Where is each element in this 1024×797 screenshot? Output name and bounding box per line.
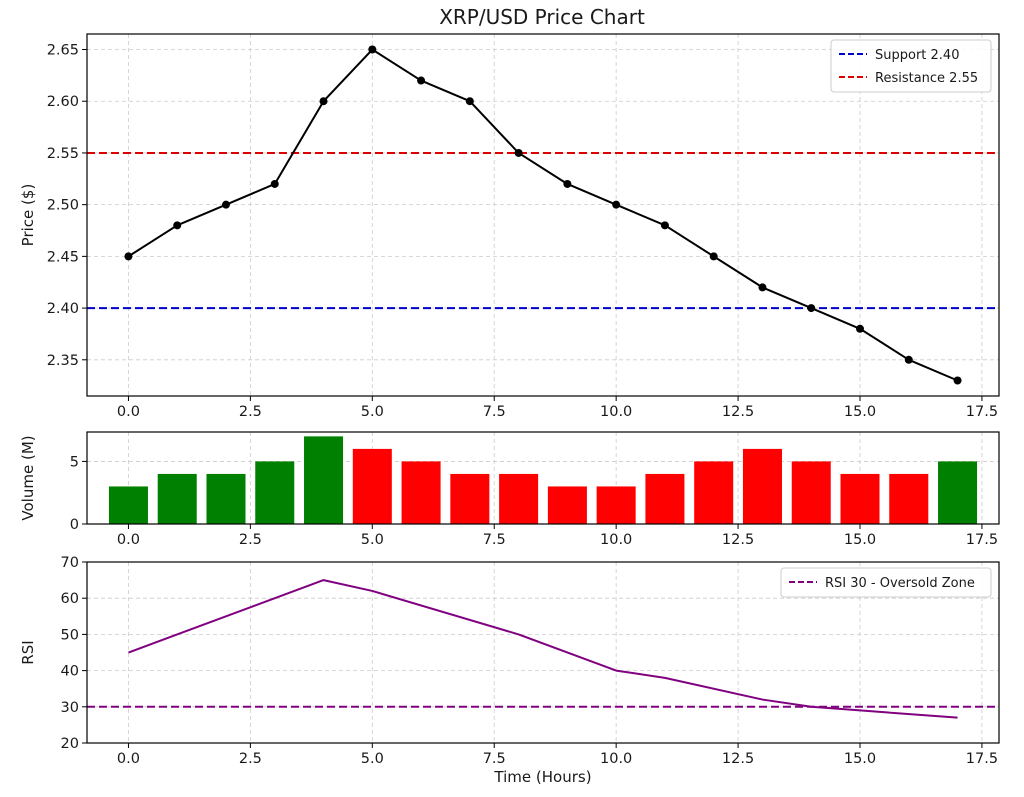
y-axis-label: RSI <box>19 640 37 664</box>
x-tick-label: 12.5 <box>722 751 754 767</box>
volume-bar <box>694 461 734 524</box>
data-point <box>904 355 913 364</box>
x-tick-label: 5.0 <box>361 532 384 548</box>
volume-bar <box>547 486 587 524</box>
plot-frame <box>86 431 1000 525</box>
y-tick-label: 60 <box>61 591 79 607</box>
volume-bar <box>304 436 344 524</box>
price-panel: 0.0 2.5 5.0 7.5 10.0 12.5 15.0 17.5 2.35 2.40 2.45… <box>19 33 1000 420</box>
y-tick-label: 0 <box>70 517 79 533</box>
x-tick-label: 12.5 <box>722 404 754 420</box>
x-tick-label: 7.5 <box>483 532 506 548</box>
y-tick-label: 30 <box>61 700 79 716</box>
chart-title: XRP/USD Price Chart <box>439 5 645 29</box>
x-tick-label: 5.0 <box>361 404 384 420</box>
series-line <box>128 579 958 719</box>
y-tick-label: 20 <box>61 736 79 752</box>
x-tick-label: 2.5 <box>239 404 262 420</box>
data-point <box>514 148 523 157</box>
x-tick-label: 10.0 <box>600 751 632 767</box>
y-tick-label: 2.50 <box>47 198 79 214</box>
legend: Support 2.40 Resistance 2.55 <box>830 39 992 93</box>
x-tick-label: 17.5 <box>966 532 998 548</box>
x-tick-label: 15.0 <box>844 404 876 420</box>
legend-box <box>780 567 992 598</box>
data-point <box>612 200 621 209</box>
data-point <box>856 324 865 333</box>
volume-bar <box>499 473 539 524</box>
volume-bar <box>206 473 246 524</box>
volume-bar <box>108 486 148 524</box>
volume-bar <box>352 448 392 524</box>
series-line <box>127 48 958 382</box>
x-tick-label: 0.0 <box>117 751 140 767</box>
x-axis-label: Time (Hours) <box>493 768 591 786</box>
data-point <box>221 200 230 209</box>
data-point <box>953 376 962 385</box>
volume-bar <box>450 473 490 524</box>
data-point <box>270 179 279 188</box>
y-tick-label: 70 <box>61 555 79 571</box>
x-tick-label: 7.5 <box>483 751 506 767</box>
volume-bar <box>645 473 685 524</box>
y-tick-label: 2.40 <box>47 301 79 317</box>
legend-label: Resistance 2.55 <box>875 71 978 86</box>
volume-panel: 0.0 2.5 5.0 7.5 10.0 12.5 15.0 17.5 0 5 Volume (M) <box>19 431 1000 548</box>
x-tick-label: 0.0 <box>117 532 140 548</box>
data-point <box>758 283 767 292</box>
volume-bar <box>255 461 295 524</box>
y-tick-label: 2.55 <box>47 146 79 162</box>
x-tick-label: 10.0 <box>600 404 632 420</box>
x-tick-label: 7.5 <box>483 404 506 420</box>
volume-bar <box>157 473 197 524</box>
data-point <box>319 97 328 106</box>
y-axis-label: Volume (M) <box>19 435 37 520</box>
volume-bar <box>401 461 441 524</box>
legend: RSI 30 - Oversold Zone <box>780 567 992 598</box>
x-tick-label: 17.5 <box>966 751 998 767</box>
x-tick-label: 15.0 <box>844 751 876 767</box>
y-tick-label: 2.60 <box>47 94 79 110</box>
legend-label: RSI 30 - Oversold Zone <box>825 576 975 591</box>
x-tick-label: 0.0 <box>117 404 140 420</box>
plot-frame <box>86 561 1000 744</box>
data-point <box>368 45 377 54</box>
volume-bar <box>742 448 782 524</box>
data-point <box>124 252 133 261</box>
y-tick-label: 2.45 <box>47 249 79 265</box>
y-tick-label: 2.35 <box>47 353 79 369</box>
volume-bar <box>938 461 978 524</box>
data-point <box>709 252 718 261</box>
x-tick-label: 17.5 <box>966 404 998 420</box>
y-tick-label: 50 <box>61 627 79 643</box>
x-tick-label: 5.0 <box>361 751 384 767</box>
data-point <box>660 221 669 230</box>
volume-bar <box>791 461 831 524</box>
data-point <box>807 304 816 313</box>
y-axis-label: Price ($) <box>19 184 37 247</box>
data-point <box>465 97 474 106</box>
data-point <box>417 76 426 85</box>
x-tick-label: 2.5 <box>239 532 262 548</box>
legend-box <box>830 39 992 93</box>
volume-bar <box>840 473 880 524</box>
x-tick-label: 2.5 <box>239 751 262 767</box>
y-tick-label: 40 <box>61 664 79 680</box>
x-tick-label: 10.0 <box>600 532 632 548</box>
x-tick-label: 12.5 <box>722 532 754 548</box>
x-tick-label: 15.0 <box>844 532 876 548</box>
legend-label: Support 2.40 <box>875 48 959 63</box>
data-point <box>173 221 182 230</box>
y-tick-label: 2.65 <box>47 43 79 59</box>
volume-bar <box>596 486 636 524</box>
data-point <box>563 179 572 188</box>
plot-frame <box>86 33 1000 397</box>
rsi-panel: 0.0 2.5 5.0 7.5 10.0 12.5 15.0 17.5 20 30 40 50 60 70… <box>19 555 1000 786</box>
y-tick-label: 5 <box>70 454 79 470</box>
volume-bar <box>889 473 929 524</box>
